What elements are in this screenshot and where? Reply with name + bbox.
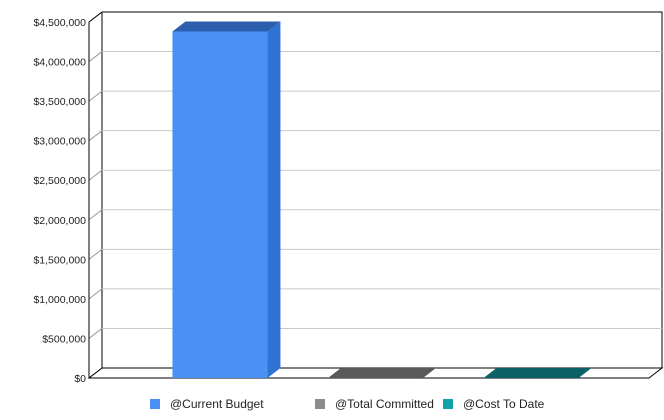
legend-item: @Cost To Date (443, 397, 545, 411)
bar-front (172, 31, 268, 378)
legend-label: @Cost To Date (463, 397, 545, 411)
legend-item: @Total Committed (315, 397, 434, 411)
y-tick-labels: $0 $500,000 $1,000,000 $1,500,000 $2,000,000… (33, 17, 86, 385)
bar-top (328, 368, 436, 378)
bar-total-committed (328, 368, 436, 378)
legend-swatch (443, 399, 453, 409)
y-tick-label: $1,500,000 (33, 254, 86, 266)
bar-current-budget (172, 21, 281, 378)
wall-gridline (88, 51, 103, 62)
wall-gridline (88, 209, 103, 221)
y-tick-label: $0 (74, 373, 86, 385)
y-tick-label: $2,000,000 (33, 215, 86, 227)
bar-side (267, 21, 281, 378)
wall-gridline (88, 328, 103, 339)
bar-top (172, 21, 281, 32)
axes (87, 11, 664, 379)
floor (87, 367, 664, 379)
y-tick-label: $2,500,000 (33, 175, 86, 187)
bars (172, 21, 592, 378)
wall-top-edge (88, 11, 103, 23)
wall-gridline (88, 130, 103, 142)
legend-swatch (315, 399, 325, 409)
wall-gridline (88, 169, 103, 181)
y-tick-label: $4,500,000 (33, 17, 86, 29)
y-tick-label: $1,000,000 (33, 294, 86, 306)
legend: @Current Budget @Total Committed @Cost To … (150, 397, 545, 411)
y-tick-label: $4,000,000 (33, 57, 86, 69)
wall-gridline (88, 288, 103, 300)
legend-label: @Total Committed (335, 397, 434, 411)
legend-item: @Current Budget (150, 397, 264, 411)
bar-cost-to-date (483, 368, 592, 378)
legend-label: @Current Budget (170, 397, 264, 411)
bar-top (483, 368, 592, 378)
y-tick-label: $500,000 (42, 333, 86, 345)
legend-swatch (150, 399, 160, 409)
wall-gridline (88, 90, 103, 102)
y-tick-label: $3,000,000 (33, 136, 86, 148)
wall-gridline (88, 248, 103, 260)
y-tick-label: $3,500,000 (33, 96, 86, 108)
